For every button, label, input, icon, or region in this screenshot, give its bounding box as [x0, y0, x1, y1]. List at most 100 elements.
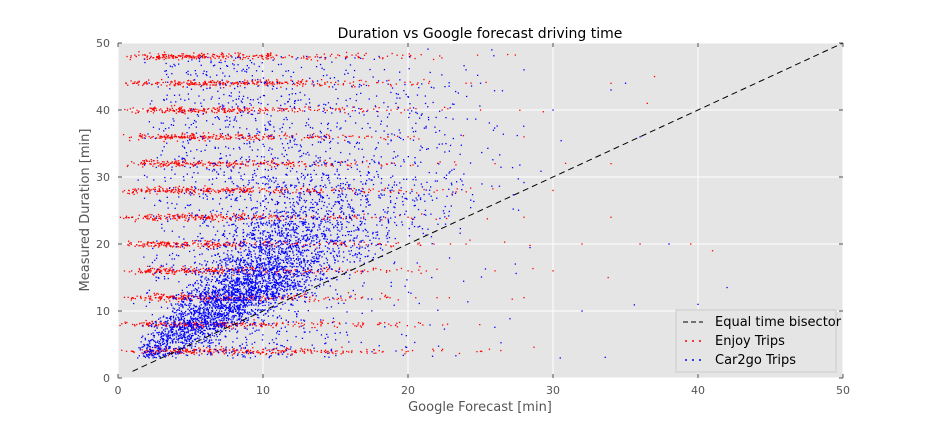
car2go-trip-point — [237, 266, 239, 268]
enjoy-trip-point — [296, 242, 298, 244]
enjoy-trip-point — [150, 110, 152, 112]
enjoy-trip-point — [240, 82, 242, 85]
enjoy-trip-point — [266, 81, 268, 83]
enjoy-trip-point — [223, 138, 225, 140]
car2go-trip-point — [413, 225, 416, 228]
enjoy-trip-point — [186, 82, 188, 84]
car2go-trip-point — [361, 246, 363, 248]
enjoy-trip-point — [288, 136, 291, 138]
car2go-trip-point — [267, 297, 270, 299]
enjoy-trip-point — [245, 191, 247, 193]
enjoy-trip-point — [213, 296, 216, 299]
enjoy-trip-point — [246, 139, 248, 141]
enjoy-trip-point — [243, 188, 245, 191]
enjoy-trip-point — [211, 267, 214, 269]
car2go-trip-point — [236, 331, 238, 334]
enjoy-trip-point — [212, 273, 214, 275]
car2go-trip-point — [380, 193, 382, 195]
car2go-trip-point — [386, 116, 389, 118]
enjoy-trip-point — [188, 137, 190, 139]
enjoy-trip-point — [213, 270, 216, 272]
enjoy-trip-point — [151, 267, 154, 269]
enjoy-trip-point — [308, 108, 310, 110]
car2go-trip-point — [270, 269, 272, 271]
enjoy-trip-point — [134, 220, 136, 223]
enjoy-trip-point — [223, 55, 225, 57]
enjoy-trip-point — [285, 81, 287, 83]
enjoy-trip-point — [312, 215, 315, 217]
enjoy-trip-point — [337, 297, 340, 300]
car2go-trip-point — [271, 238, 273, 240]
enjoy-trip-point — [126, 109, 129, 111]
car2go-trip-point — [221, 317, 223, 320]
enjoy-trip-point — [226, 165, 228, 167]
car2go-trip-point — [360, 204, 362, 206]
enjoy-trip-point — [225, 294, 227, 296]
car2go-trip-point — [194, 270, 196, 272]
car2go-trip-point — [220, 323, 222, 325]
car2go-trip-point — [306, 237, 309, 240]
enjoy-trip-point — [251, 80, 253, 82]
enjoy-trip-point — [124, 321, 126, 323]
enjoy-trip-point — [304, 292, 306, 294]
enjoy-trip-point — [222, 216, 224, 218]
enjoy-trip-point — [311, 137, 313, 139]
car2go-trip-point — [256, 266, 258, 268]
car2go-trip-point — [226, 119, 228, 121]
car2go-trip-point — [293, 234, 295, 237]
enjoy-trip-point — [366, 352, 368, 354]
enjoy-trip-point — [214, 268, 216, 270]
car2go-trip-point — [373, 155, 375, 157]
enjoy-trip-point — [192, 165, 195, 167]
enjoy-trip-point — [313, 109, 316, 111]
enjoy-trip-point — [362, 111, 364, 113]
car2go-trip-point — [315, 66, 318, 68]
car2go-trip-point — [308, 249, 310, 252]
enjoy-trip-point — [216, 107, 219, 109]
car2go-trip-point — [292, 221, 294, 223]
car2go-trip-point — [237, 271, 239, 273]
car2go-trip-point — [291, 262, 293, 264]
car2go-trip-point — [291, 146, 293, 148]
car2go-trip-point — [415, 179, 417, 181]
enjoy-trip-point — [287, 82, 289, 85]
enjoy-trip-point — [159, 135, 161, 137]
enjoy-trip-point — [164, 322, 166, 324]
enjoy-trip-point — [310, 351, 312, 353]
car2go-trip-point — [148, 345, 150, 347]
enjoy-trip-point — [268, 53, 270, 55]
enjoy-trip-point — [192, 164, 194, 167]
enjoy-trip-point — [164, 138, 167, 140]
enjoy-trip-point — [160, 186, 162, 188]
car2go-trip-point — [318, 224, 320, 226]
enjoy-trip-point — [237, 55, 239, 58]
enjoy-trip-point — [396, 135, 399, 137]
enjoy-trip-point — [171, 55, 173, 58]
enjoy-trip-point — [177, 83, 179, 85]
enjoy-trip-point — [171, 161, 173, 163]
car2go-trip-point — [338, 190, 340, 192]
enjoy-trip-point — [389, 270, 391, 272]
car2go-trip-point — [377, 115, 379, 117]
enjoy-trip-point — [312, 188, 314, 190]
enjoy-trip-point — [159, 321, 161, 323]
car2go-trip-point — [236, 235, 238, 237]
enjoy-trip-point — [204, 56, 206, 58]
enjoy-trip-point — [259, 190, 261, 192]
car2go-trip-point — [393, 304, 395, 306]
enjoy-trip-point — [247, 111, 249, 114]
enjoy-trip-point — [208, 245, 210, 248]
car2go-trip-point — [278, 248, 280, 250]
car2go-trip-point — [202, 193, 204, 195]
car2go-trip-point — [259, 292, 261, 294]
car2go-trip-point — [312, 127, 314, 129]
car2go-trip-point — [203, 301, 205, 304]
car2go-trip-point — [330, 234, 332, 236]
car2go-trip-point — [257, 314, 259, 316]
car2go-trip-point — [251, 304, 253, 306]
enjoy-trip-point — [233, 165, 236, 167]
enjoy-trip-point — [147, 218, 149, 220]
enjoy-trip-point — [311, 136, 313, 138]
car2go-trip-point — [358, 142, 360, 144]
enjoy-trip-point — [275, 242, 278, 244]
